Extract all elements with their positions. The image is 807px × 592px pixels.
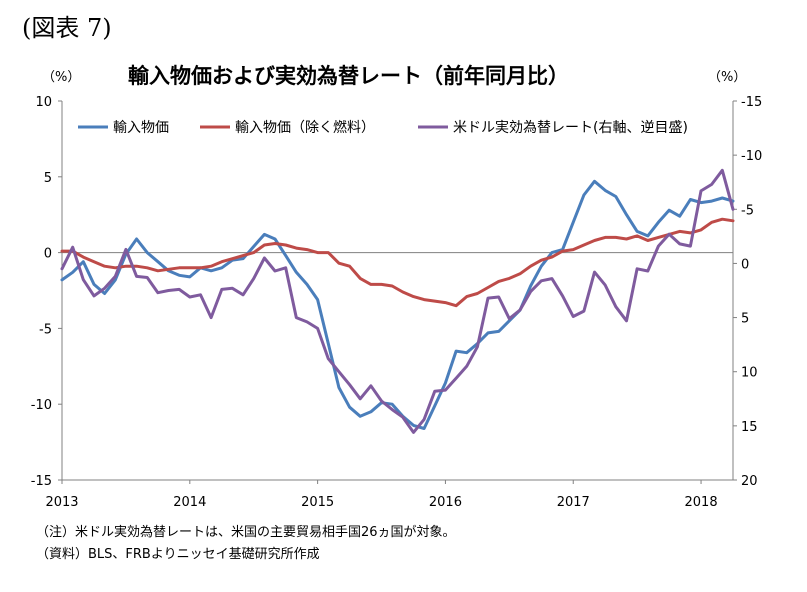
right-tick-label: 5: [741, 312, 749, 327]
chart-legend: 輸入物価 輸入物価（除く燃料） 米ドル実効為替レート(右軸、逆目盛): [78, 119, 688, 136]
series-line-1: [60, 179, 735, 430]
right-tick-label: 10: [741, 366, 758, 381]
left-tick-label: 0: [44, 247, 52, 262]
right-tick-label: 0: [741, 257, 749, 272]
legend-label-3: 米ドル実効為替レート(右軸、逆目盛): [453, 120, 688, 136]
chart-axes: 10 5 0 -5 -10 -15 -15 -10 -5 0 5 10 15 20 2013 2014 2015…: [31, 95, 762, 510]
left-tick-label: -10: [31, 398, 52, 413]
note-line: （注）米ドル実効為替レートは、米国の主要貿易相手国26ヵ国が対象。: [36, 525, 456, 540]
series-line-3: [60, 168, 735, 434]
right-tick-label: 15: [741, 420, 758, 435]
right-tick-label: -10: [741, 149, 762, 164]
x-tick-label: 2015: [301, 495, 334, 510]
source-line: （資料）BLS、FRBよりニッセイ基礎研究所作成: [36, 547, 320, 562]
right-axis-unit: （%）: [708, 70, 747, 85]
left-axis-unit: （%）: [42, 70, 81, 85]
chart-title: 輸入物価および実効為替レート（前年同月比）: [128, 64, 569, 88]
x-tick-label: 2017: [557, 495, 590, 510]
right-tick-label: -5: [741, 203, 754, 218]
left-tick-label: 10: [35, 95, 52, 110]
legend-label-2: 輸入物価（除く燃料）: [235, 119, 375, 136]
legend-label-1: 輸入物価: [113, 120, 169, 136]
figure-label: (図表 7): [22, 14, 112, 42]
x-tick-label: 2014: [173, 495, 206, 510]
right-tick-label: 20: [741, 474, 758, 489]
left-tick-label: 5: [44, 171, 52, 186]
x-tick-label: 2013: [45, 495, 78, 510]
right-tick-label: -15: [741, 95, 762, 110]
left-tick-label: -15: [31, 474, 52, 489]
x-tick-label: 2016: [429, 495, 462, 510]
chart-series: [60, 168, 735, 434]
series-line-2: [60, 217, 735, 308]
left-tick-label: -5: [39, 322, 52, 337]
x-tick-label: 2018: [685, 495, 718, 510]
chart-notes: （注）米ドル実効為替レートは、米国の主要貿易相手国26ヵ国が対象。 （資料）BL…: [36, 522, 456, 566]
